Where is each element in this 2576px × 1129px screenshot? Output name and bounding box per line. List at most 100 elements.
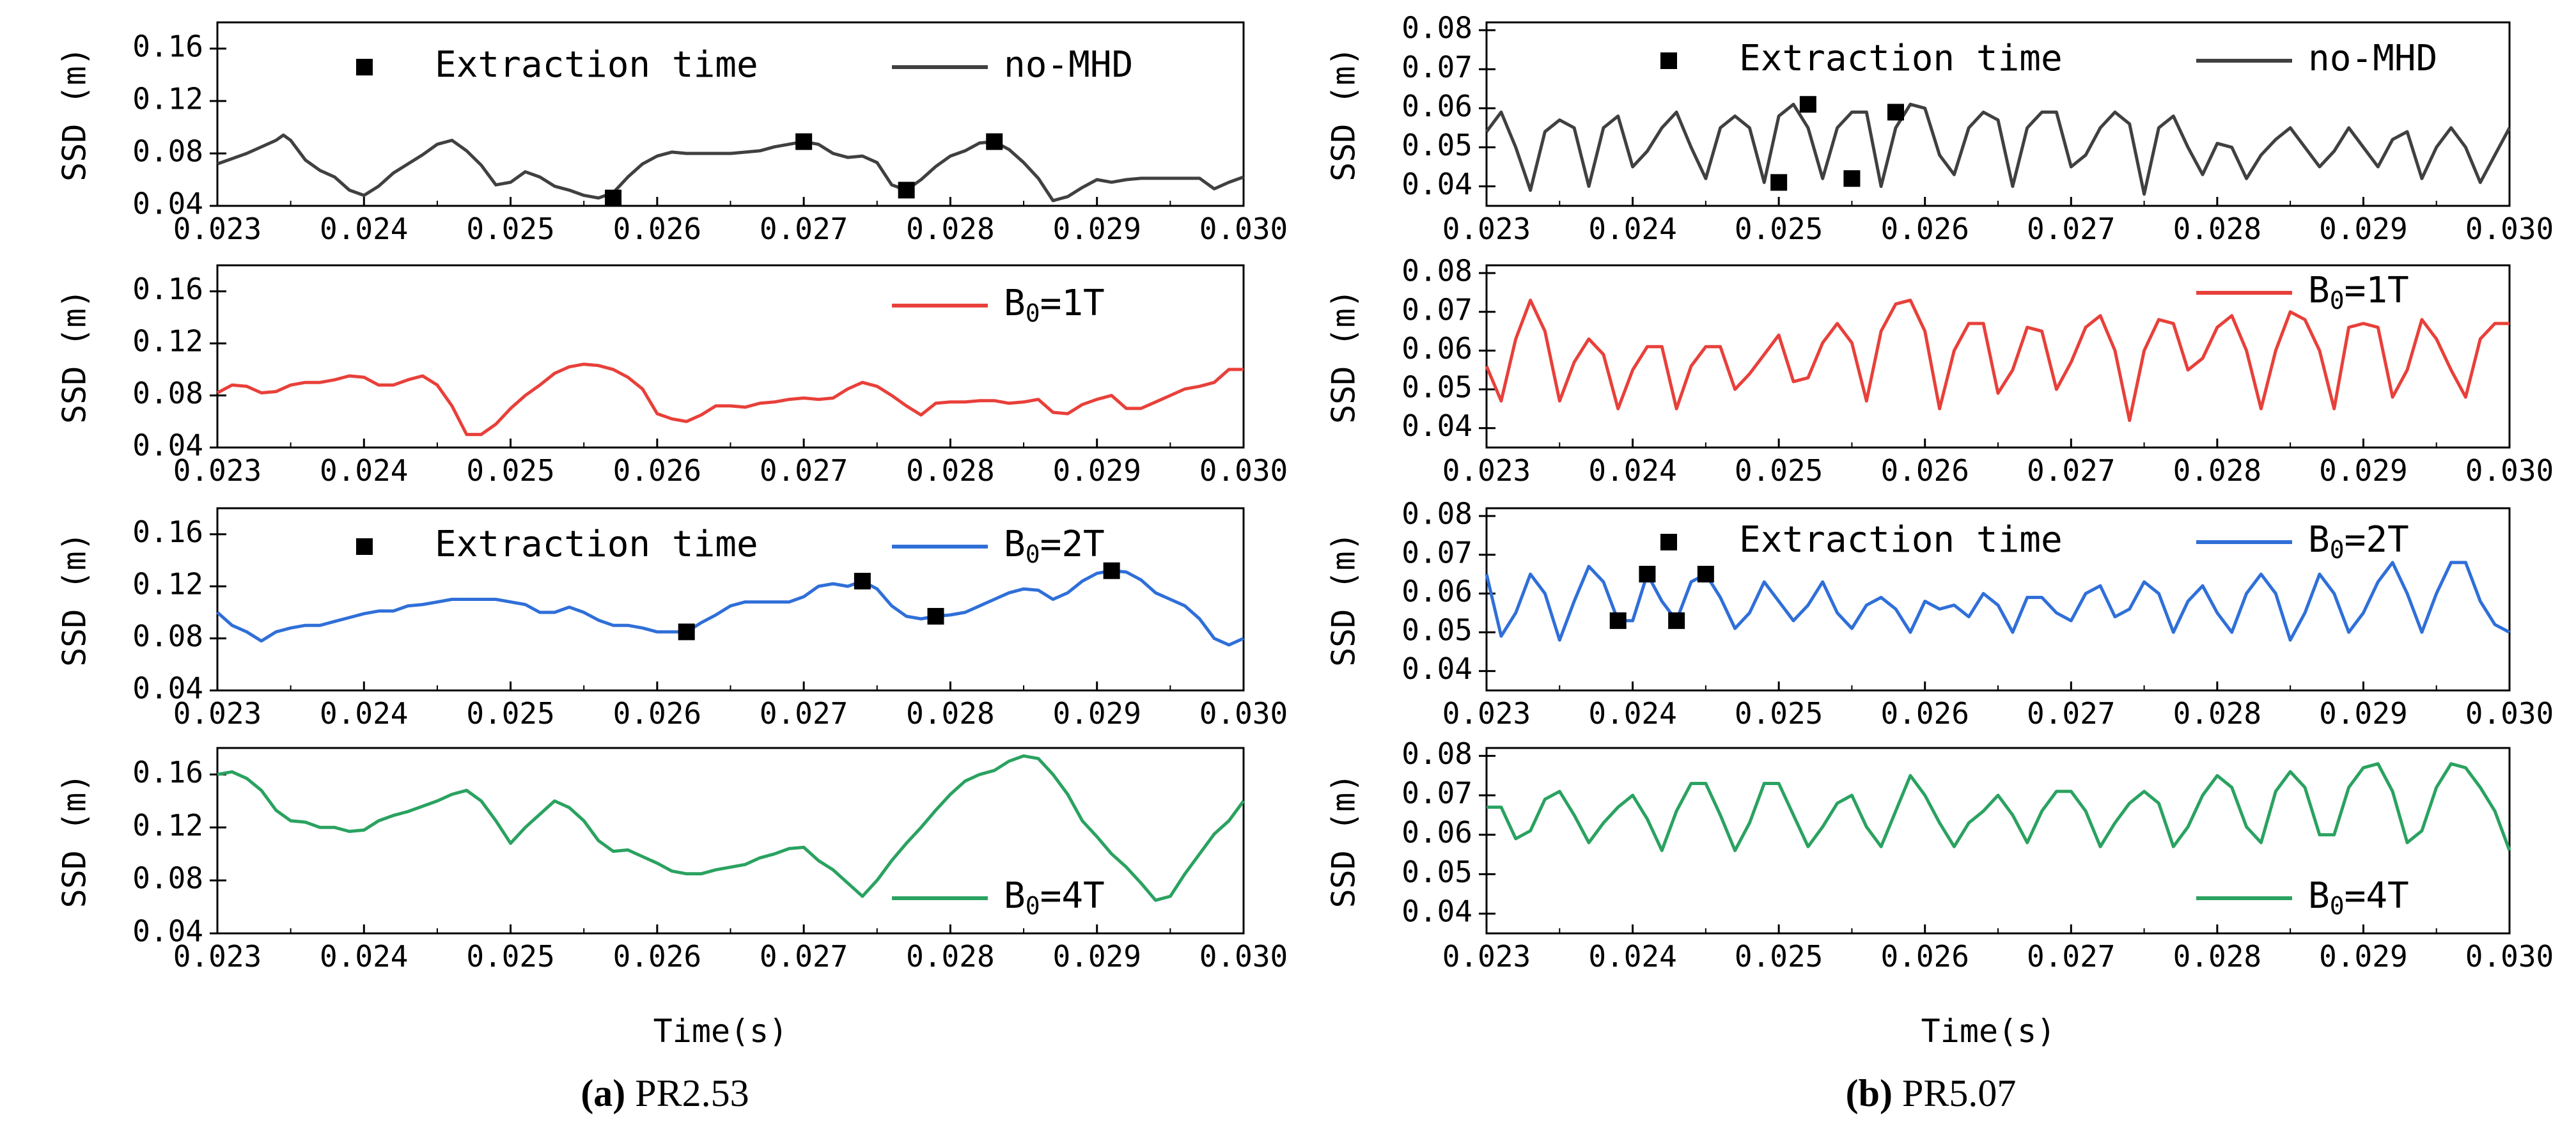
legend-subscript: 0 (1026, 540, 1040, 568)
extraction-marker (1843, 170, 1861, 187)
y-tick-label: 0.16 (132, 272, 203, 306)
legend-series-label: no-MHD (1004, 44, 1133, 86)
x-tick-label: 0.025 (466, 696, 554, 731)
caption-b-letter: (b) (1846, 1072, 1893, 1114)
legend-extraction-label: Extraction time (1739, 519, 2063, 561)
panels-layer: 0.023 0.024 0.025 0.026 0.027 0.028 0.029 0.030… (56, 11, 2554, 974)
x-tick-label: 0.028 (906, 212, 994, 246)
y-tick-label: 0.08 (1401, 497, 1472, 531)
legend-extraction-marker (356, 538, 373, 555)
legend-text-part: =1T (2345, 270, 2409, 311)
series-line-B0=4T (1487, 762, 2511, 852)
legend-text-part: B (1004, 283, 1026, 324)
x-tick-label: 0.028 (2173, 212, 2261, 246)
extraction-marker (898, 182, 915, 199)
x-tick-label: 0.030 (2465, 939, 2554, 974)
y-tick-label: 0.08 (1401, 11, 1472, 45)
legend-extraction-label: Extraction time (435, 524, 758, 565)
y-tick-label: 0.04 (1401, 651, 1472, 686)
panel-b4: 0.023 0.024 0.025 0.026 0.027 0.028 0.029 0.030… (1325, 736, 2554, 974)
extraction-marker (678, 623, 695, 641)
x-tick-label: 0.026 (1880, 696, 1969, 731)
y-axis-title: SSD (m) (1325, 289, 1362, 424)
y-tick-label: 0.04 (1401, 894, 1472, 929)
legend-subscript: 0 (1026, 892, 1040, 920)
y-tick-label: 0.07 (1401, 292, 1472, 327)
legend-extraction-label: Extraction time (1739, 38, 2063, 79)
legend-subscript: 0 (1026, 299, 1040, 327)
legend-text-part: B (1004, 875, 1026, 917)
x-tick-label: 0.024 (320, 212, 408, 246)
x-tick-label: 0.027 (760, 696, 848, 731)
y-tick-label: 0.07 (1401, 776, 1472, 811)
x-tick-label: 0.027 (760, 939, 848, 974)
extraction-marker (1799, 96, 1816, 113)
extraction-marker (1697, 566, 1714, 583)
y-tick-label: 0.05 (1401, 128, 1472, 162)
y-tick-label: 0.05 (1401, 370, 1472, 405)
x-tick-label: 0.028 (2173, 939, 2261, 974)
y-tick-label: 0.05 (1401, 613, 1472, 648)
y-tick-label: 0.08 (1401, 254, 1472, 288)
x-tick-label: 0.027 (760, 453, 848, 488)
legend-extraction-marker (1660, 534, 1677, 550)
y-tick-label: 0.04 (132, 671, 203, 706)
legend-subscript: 0 (2330, 286, 2345, 315)
x-tick-label: 0.028 (2173, 696, 2261, 731)
panel-b2: 0.023 0.024 0.025 0.026 0.027 0.028 0.029 0.030… (1325, 254, 2554, 488)
x-tick-label: 0.023 (1442, 212, 1531, 246)
panel-a3: 0.023 0.024 0.025 0.026 0.027 0.028 0.029 0.030… (56, 507, 1288, 731)
x-tick-label: 0.026 (1880, 212, 1969, 246)
caption-b: (b) PR5.07 (1846, 1072, 2017, 1114)
x-tick-label: 0.029 (1052, 939, 1141, 974)
x-tick-label: 0.030 (1199, 453, 1288, 488)
x-tick-label: 0.028 (906, 453, 994, 488)
y-axis-title: SSD (m) (56, 532, 93, 667)
x-tick-label: 0.023 (1442, 939, 1531, 974)
legend-text-part: B (2308, 270, 2330, 311)
series-line-B0=1T (216, 362, 1244, 437)
legend-text-part: =2T (2345, 519, 2409, 561)
x-tick-label: 0.028 (906, 939, 994, 974)
extraction-marker (854, 573, 871, 589)
x-tick-label: 0.025 (466, 212, 554, 246)
y-tick-label: 0.08 (1401, 736, 1472, 771)
legend-text-part: B (1004, 524, 1026, 565)
y-tick-label: 0.06 (1401, 574, 1472, 609)
y-axis-title: SSD (m) (1325, 774, 1362, 908)
y-tick-label: 0.16 (132, 755, 203, 790)
y-tick-label: 0.16 (132, 29, 203, 64)
y-axis-title: SSD (m) (1325, 532, 1362, 667)
legend-text-part: =4T (2345, 875, 2409, 917)
y-tick-label: 0.12 (132, 808, 203, 843)
y-tick-label: 0.08 (132, 861, 203, 896)
x-tick-label: 0.024 (320, 696, 408, 731)
caption-a: (a) PR2.53 (581, 1072, 749, 1114)
legend-series-label: B0=1T (2308, 270, 2409, 314)
x-tick-label: 0.026 (613, 939, 701, 974)
extraction-marker (1668, 612, 1685, 629)
x-tick-label: 0.024 (320, 939, 408, 974)
x-tick-label: 0.027 (2027, 696, 2115, 731)
caption-a-letter: (a) (581, 1072, 625, 1114)
y-tick-label: 0.08 (132, 619, 203, 653)
extraction-marker (1639, 566, 1656, 583)
x-tick-label: 0.029 (2319, 453, 2407, 488)
x-tick-label: 0.030 (2465, 453, 2554, 488)
legend-extraction-marker (356, 59, 373, 75)
x-tick-label: 0.023 (173, 453, 262, 488)
x-tick-label: 0.029 (2319, 939, 2407, 974)
caption-a-text: PR2.53 (625, 1072, 749, 1114)
x-tick-label: 0.025 (466, 453, 554, 488)
x-tick-label: 0.026 (613, 696, 701, 731)
legend-series-label: B0=2T (1004, 524, 1105, 568)
x-tick-label: 0.025 (1735, 212, 1823, 246)
y-tick-label: 0.07 (1401, 50, 1472, 84)
extraction-marker (1887, 104, 1904, 121)
x-tick-label: 0.024 (1588, 696, 1676, 731)
x-tick-label: 0.027 (2027, 939, 2115, 974)
x-tick-label: 0.023 (173, 939, 262, 974)
y-tick-label: 0.04 (132, 914, 203, 949)
